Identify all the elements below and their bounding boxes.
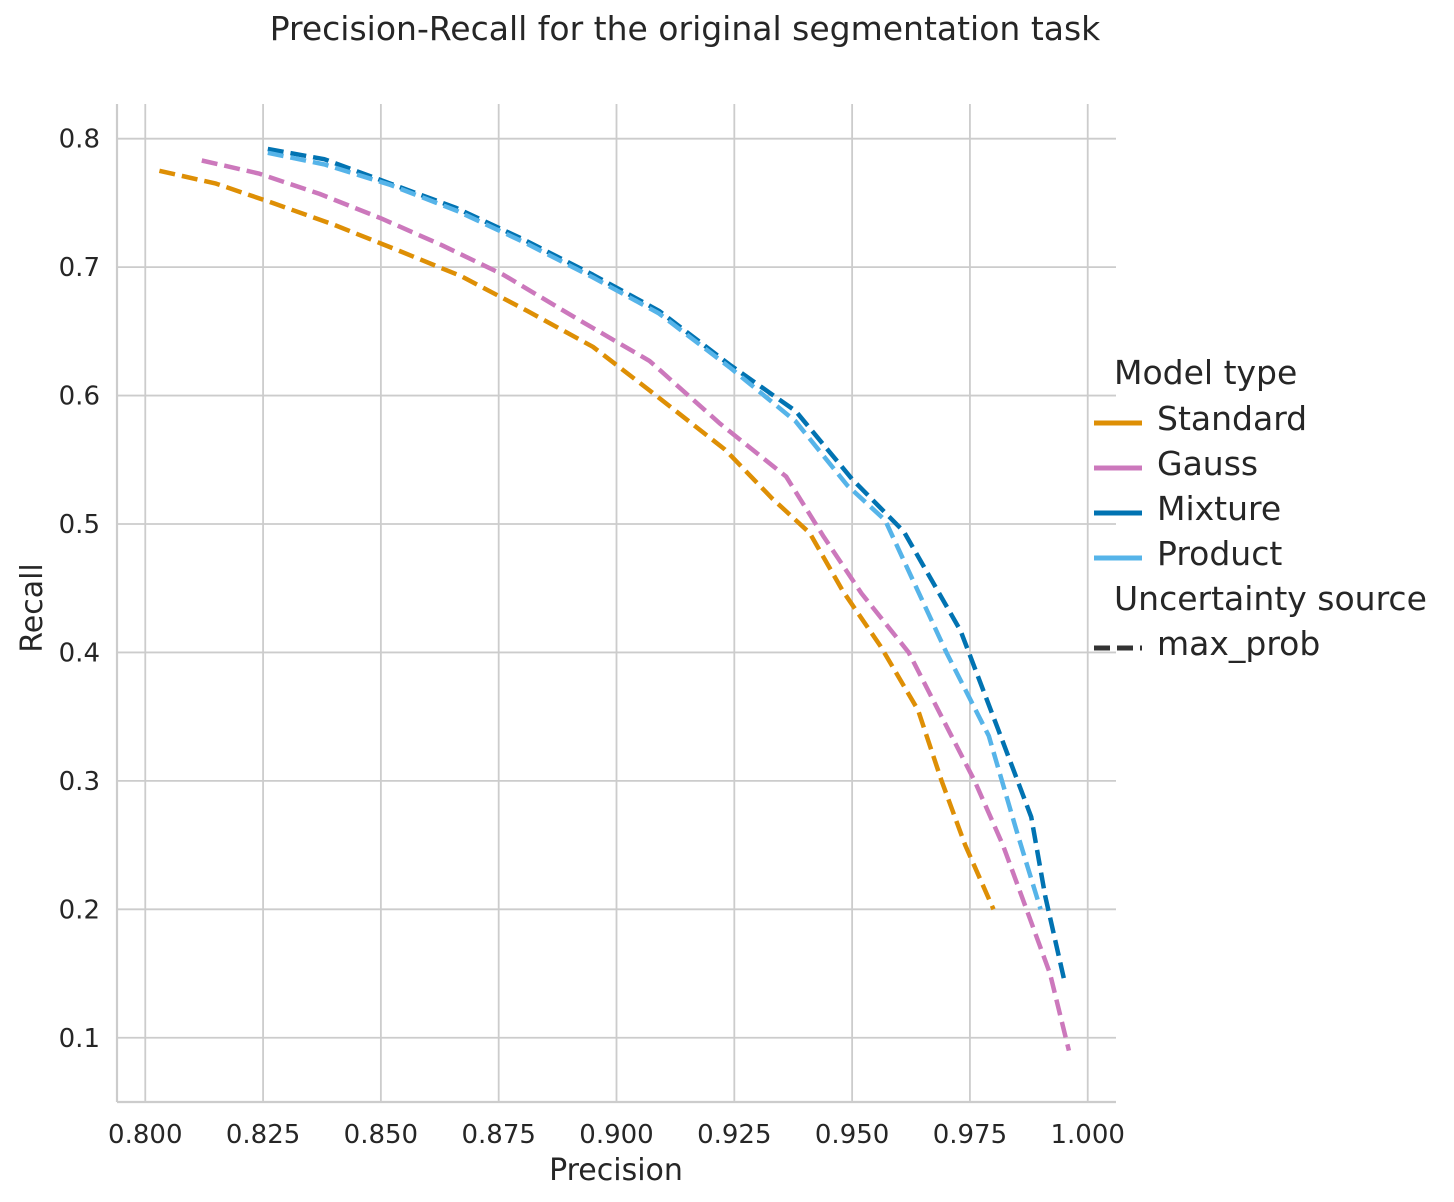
legend-uncertainty-entries: max_prob	[1094, 624, 1320, 663]
legend-label-product: Product	[1157, 534, 1282, 573]
y-tick-label: 0.1	[59, 1024, 100, 1054]
chart-title: Precision-Recall for the original segmen…	[270, 9, 1101, 48]
y-tick-label: 0.3	[59, 767, 100, 797]
x-tick-label: 0.900	[579, 1120, 653, 1150]
axis-spines	[115, 104, 1116, 1104]
y-tick-label: 0.8	[59, 125, 100, 155]
series-line-mixture	[267, 146, 1067, 981]
x-tick-label: 0.800	[108, 1120, 182, 1150]
x-tick-label: 0.975	[933, 1120, 1007, 1150]
x-tick-label: 0.875	[461, 1120, 535, 1150]
y-gridlines	[117, 137, 1116, 1039]
series-lines	[158, 146, 1072, 1052]
legend: Model type Standard Gauss Mixture Product U…	[1094, 353, 1427, 663]
y-tick-label: 0.4	[59, 638, 100, 668]
legend-title-model-type: Model type	[1114, 353, 1297, 392]
y-tick-label: 0.5	[59, 510, 100, 540]
legend-label-gauss: Gauss	[1157, 444, 1258, 483]
y-tick-label: 0.6	[59, 382, 100, 412]
x-axis-label: Precision	[549, 1153, 683, 1188]
x-tick-labels: 0.800 0.825 0.850 0.875 0.900 0.925 0.950 0.975…	[108, 1120, 1125, 1150]
x-tick-label: 1.000	[1051, 1120, 1125, 1150]
x-tick-label: 0.950	[815, 1120, 889, 1150]
x-tick-label: 0.850	[344, 1120, 418, 1150]
y-tick-label: 0.2	[59, 895, 100, 925]
x-tick-label: 0.925	[697, 1120, 771, 1150]
y-axis-label: Recall	[15, 563, 50, 653]
legend-model-type-entries: Standard Gauss Mixture Product	[1094, 399, 1307, 573]
legend-label-standard: Standard	[1157, 399, 1307, 438]
legend-label-max-prob: max_prob	[1157, 624, 1320, 663]
series-line-gauss	[201, 158, 1072, 1052]
y-tick-label: 0.7	[59, 253, 100, 283]
x-tick-label: 0.825	[226, 1120, 300, 1150]
series-line-product	[267, 150, 1043, 910]
x-gridlines	[144, 104, 1089, 1102]
series-line-standard	[158, 168, 996, 911]
y-tick-labels: 0.1 0.2 0.3 0.4 0.5 0.6 0.7 0.8	[59, 125, 100, 1054]
legend-label-mixture: Mixture	[1157, 489, 1281, 528]
legend-title-uncertainty-source: Uncertainty source	[1114, 579, 1427, 618]
